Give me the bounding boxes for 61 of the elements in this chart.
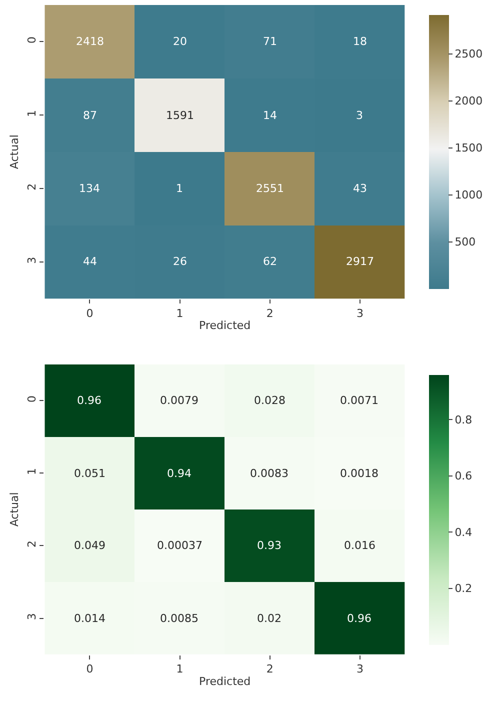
data-label: 87 bbox=[83, 109, 97, 122]
data-label: 0.0085 bbox=[160, 612, 198, 625]
data-label: 0.028 bbox=[254, 394, 286, 407]
x-tick-label: 1 bbox=[176, 662, 184, 676]
x-axis-title: Predicted bbox=[199, 674, 251, 688]
color-bar-label: 0.6 bbox=[454, 470, 472, 483]
x-axis-title: Predicted bbox=[199, 319, 251, 332]
color-bar-label: 500 bbox=[454, 236, 476, 249]
data-label: 0.96 bbox=[347, 612, 372, 625]
x-tick-label: 0 bbox=[86, 306, 94, 320]
data-label: 62 bbox=[263, 255, 277, 268]
data-label: 0.00037 bbox=[157, 539, 202, 552]
color-bar-label: 1000 bbox=[454, 188, 483, 202]
data-label: 26 bbox=[173, 255, 187, 268]
data-label: 0.02 bbox=[257, 612, 282, 625]
y-axis-title: Actual bbox=[8, 134, 21, 170]
data-label: 18 bbox=[353, 35, 367, 48]
x-tick-label: 2 bbox=[266, 662, 274, 676]
color-bar-label: 0.4 bbox=[454, 526, 472, 539]
data-label: 0.96 bbox=[77, 394, 102, 407]
x-tick-label: 2 bbox=[266, 306, 274, 320]
color-bar-label: 2500 bbox=[454, 48, 483, 61]
color-bar-label: 0.2 bbox=[454, 582, 472, 596]
data-label: 0.94 bbox=[167, 467, 192, 480]
x-tick-label: 3 bbox=[356, 662, 364, 676]
y-tick-label: 0 bbox=[25, 395, 38, 402]
data-label: 0.049 bbox=[74, 539, 106, 552]
data-label: 0.0071 bbox=[340, 394, 378, 407]
y-tick-label: 0 bbox=[25, 36, 38, 44]
data-label: 44 bbox=[83, 255, 97, 268]
data-label: 0.014 bbox=[74, 612, 106, 625]
data-label: 2551 bbox=[256, 182, 284, 195]
data-label: 0.051 bbox=[74, 467, 106, 480]
y-tick-label: 3 bbox=[25, 613, 38, 620]
y-tick-label: 1 bbox=[25, 110, 38, 117]
data-label: 71 bbox=[263, 35, 277, 48]
color-bar-label: 2000 bbox=[454, 94, 483, 108]
data-label: 0.0018 bbox=[340, 467, 378, 480]
y-tick-label: 2 bbox=[25, 540, 38, 548]
data-label: 0.0083 bbox=[250, 467, 288, 480]
data-label: 3 bbox=[356, 109, 363, 122]
y-tick-label: 2 bbox=[25, 183, 38, 190]
data-label: 1 bbox=[176, 182, 183, 195]
data-label: 2917 bbox=[346, 255, 374, 268]
x-tick-label: 0 bbox=[86, 662, 94, 676]
y-tick-label: 1 bbox=[25, 468, 38, 475]
data-label: 0.016 bbox=[344, 539, 376, 552]
data-label: 134 bbox=[79, 182, 100, 195]
data-label: 20 bbox=[173, 35, 187, 48]
data-label: 0.0079 bbox=[160, 394, 198, 407]
data-label: 1591 bbox=[166, 109, 194, 122]
x-tick-label: 1 bbox=[176, 306, 184, 320]
data-label: 14 bbox=[263, 109, 277, 122]
y-axis-title: Actual bbox=[8, 492, 21, 527]
data-label: 0.93 bbox=[257, 539, 282, 552]
data-label: 2418 bbox=[76, 35, 104, 48]
data-label: 43 bbox=[353, 182, 367, 195]
y-tick-label: 3 bbox=[25, 256, 38, 264]
color-bar-label: 0.8 bbox=[454, 413, 472, 426]
x-tick-label: 3 bbox=[356, 306, 364, 320]
color-bar-label: 1500 bbox=[454, 142, 483, 155]
